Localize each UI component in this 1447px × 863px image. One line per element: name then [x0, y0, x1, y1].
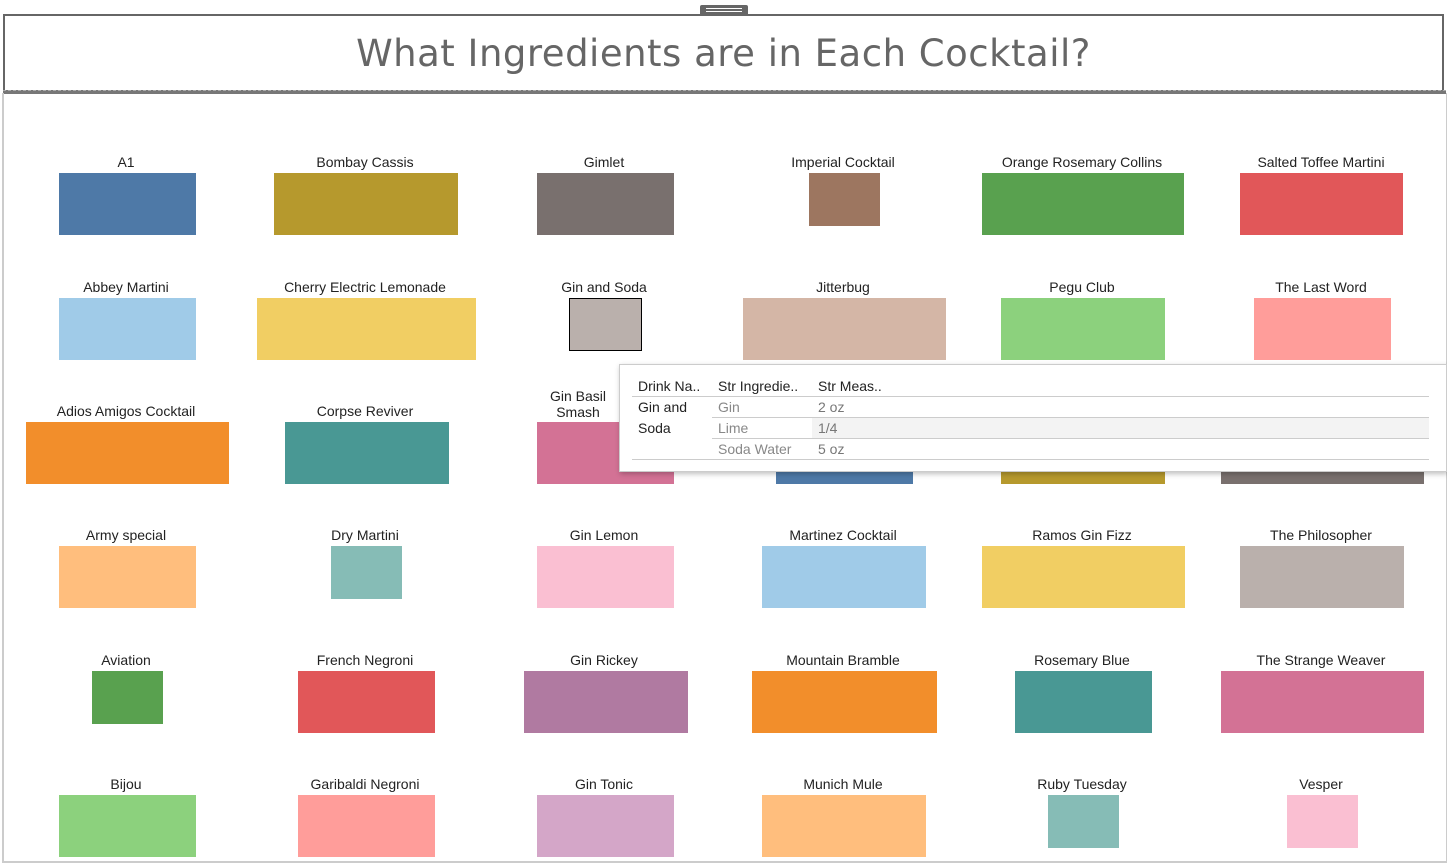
tooltip-drink-name: Gin and Soda — [632, 396, 712, 460]
cocktail-label: The Philosopher — [1270, 527, 1372, 543]
cocktail-label: Gin Lemon — [569, 527, 639, 543]
cocktail-label: Mountain Bramble — [786, 652, 900, 668]
cocktail-label: The Strange Weaver — [1256, 652, 1386, 668]
header-ingredient: Str Ingredie.. — [712, 375, 812, 397]
cocktail-bar-gimlet[interactable] — [537, 173, 674, 235]
cocktail-label: Salted Toffee Martini — [1257, 154, 1385, 170]
cocktail-label: Gin and Soda — [561, 279, 647, 295]
cocktail-bar-rosemary-blue[interactable] — [1015, 671, 1152, 733]
tooltip: Drink Na.. Str Ingredie.. Str Meas.. Gin… — [619, 364, 1447, 472]
header-measure: Str Meas.. — [812, 375, 1429, 397]
cocktail-label: Bijou — [110, 776, 142, 792]
cocktail-label: French Negroni — [316, 652, 414, 668]
cocktail-label: Dry Martini — [331, 527, 399, 543]
cocktail-bar-martinez-cocktail[interactable] — [762, 546, 926, 608]
cocktail-bar-ramos-gin-fizz[interactable] — [982, 546, 1185, 608]
divider — [3, 90, 1446, 94]
cocktail-label: Corpse Reviver — [316, 403, 414, 419]
measure-cell: 1/4 — [812, 417, 1429, 439]
cocktail-label: Munich Mule — [803, 776, 883, 792]
dashboard-title: What Ingredients are in Each Cocktail? — [356, 31, 1091, 75]
cocktail-label: Aviation — [101, 652, 151, 668]
cocktail-label: Ruby Tuesday — [1037, 776, 1127, 792]
dashboard-title-box: What Ingredients are in Each Cocktail? — [3, 14, 1444, 90]
cocktail-label: Gin Tonic — [574, 776, 634, 792]
cocktail-label: Gin Rickey — [570, 652, 638, 668]
ingredient-cell: Gin — [712, 396, 812, 418]
cocktail-label: Abbey Martini — [83, 279, 169, 295]
cocktail-label: Gimlet — [583, 154, 625, 170]
cocktail-bar-the-philosopher[interactable] — [1240, 546, 1404, 608]
tooltip-table: Drink Na.. Str Ingredie.. Str Meas.. Gin… — [632, 375, 1429, 460]
cocktail-bar-cherry-electric-lemonade[interactable] — [257, 298, 476, 360]
drag-handle[interactable] — [700, 5, 748, 16]
drink-name-line2: Soda — [638, 420, 671, 436]
cocktail-bar-french-negroni[interactable] — [298, 671, 435, 733]
cocktail-label: Orange Rosemary Collins — [1001, 154, 1163, 170]
cocktail-bar-ruby-tuesday[interactable] — [1048, 795, 1119, 848]
cocktail-bar-the-strange-weaver[interactable] — [1221, 671, 1424, 733]
cocktail-bar-mountain-bramble[interactable] — [752, 671, 937, 733]
cocktail-label: Army special — [85, 527, 167, 543]
measure-cell: 2 oz — [812, 396, 1429, 418]
measure-cell: 5 oz — [812, 438, 1429, 460]
cocktail-bar-the-last-word[interactable] — [1254, 298, 1391, 360]
header-drink-name: Drink Na.. — [632, 375, 712, 397]
cocktail-bar-gin-and-soda[interactable] — [569, 298, 642, 351]
ingredient-cell: Soda Water — [712, 438, 812, 460]
cocktail-bar-salted-toffee-martini[interactable] — [1240, 173, 1403, 235]
cocktail-label: Cherry Electric Lemonade — [284, 279, 446, 295]
cocktail-bar-abbey-martini[interactable] — [59, 298, 196, 360]
cocktail-label: Rosemary Blue — [1034, 652, 1130, 668]
cocktail-label: Ramos Gin Fizz — [1032, 527, 1132, 543]
cocktail-bar-gin-tonic[interactable] — [537, 795, 674, 857]
cocktail-bar-orange-rosemary-collins[interactable] — [982, 173, 1184, 235]
cocktail-label: Gin Basil Smash — [549, 388, 607, 420]
cocktail-bar-corpse-reviver[interactable] — [285, 422, 449, 484]
cocktail-bar-imperial-cocktail[interactable] — [809, 173, 880, 226]
cocktail-label: Imperial Cocktail — [791, 154, 895, 170]
cocktail-bar-pegu-club[interactable] — [1001, 298, 1165, 360]
ingredient-cell: Lime — [712, 417, 812, 439]
cocktail-label: Vesper — [1299, 776, 1343, 792]
cocktail-bar-adios-amigos-cocktail[interactable] — [26, 422, 229, 484]
cocktail-bar-dry-martini[interactable] — [331, 546, 402, 599]
cocktail-bar-vesper[interactable] — [1287, 795, 1358, 848]
cocktail-bar-gin-rickey[interactable] — [524, 671, 688, 733]
cocktail-label: Garibaldi Negroni — [310, 776, 420, 792]
drink-name-line1: Gin and — [638, 399, 688, 415]
cocktail-bar-munich-mule[interactable] — [762, 795, 926, 857]
cocktail-label: A1 — [117, 154, 135, 170]
cocktail-label: Pegu Club — [1049, 279, 1115, 295]
cocktail-bar-garibaldi-negroni[interactable] — [298, 795, 435, 857]
cocktail-label: Martinez Cocktail — [789, 527, 897, 543]
cocktail-label: The Last Word — [1275, 279, 1367, 295]
cocktail-label: Adios Amigos Cocktail — [56, 403, 196, 419]
cocktail-bar-jitterbug[interactable] — [743, 298, 946, 360]
cocktail-bar-bijou[interactable] — [59, 795, 196, 857]
cocktail-bar-a1[interactable] — [59, 173, 196, 235]
cocktail-bar-army-special[interactable] — [59, 546, 196, 608]
cocktail-bar-bombay-cassis[interactable] — [274, 173, 458, 235]
cocktail-bar-aviation[interactable] — [92, 671, 163, 724]
cocktail-label: Jitterbug — [816, 279, 870, 295]
cocktail-label: Bombay Cassis — [316, 154, 414, 170]
cocktail-bar-gin-lemon[interactable] — [537, 546, 674, 608]
